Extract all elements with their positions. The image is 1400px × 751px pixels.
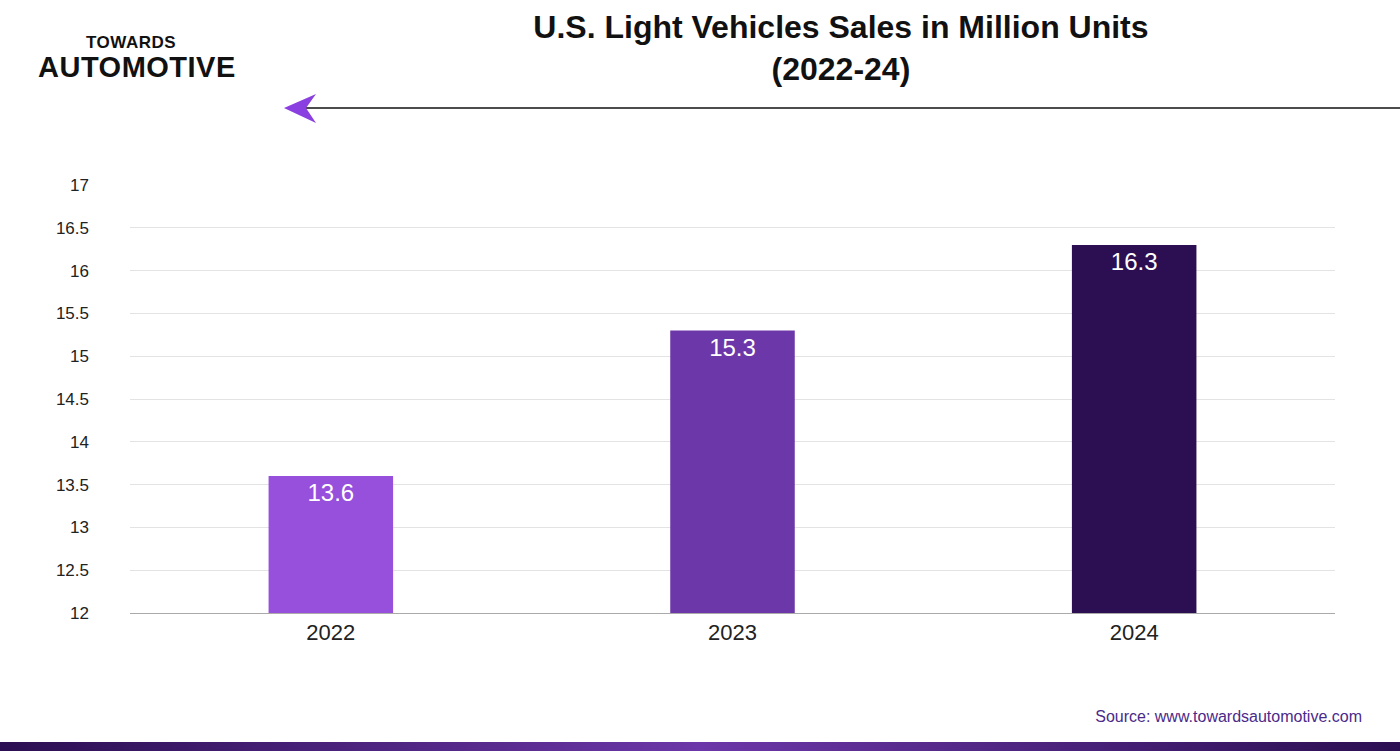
svg-text:14.5: 14.5	[56, 390, 89, 409]
svg-text:13: 13	[70, 518, 89, 537]
svg-text:17: 17	[70, 176, 89, 195]
svg-text:13.6: 13.6	[307, 479, 354, 506]
svg-text:16.3: 16.3	[1111, 248, 1158, 275]
svg-text:16: 16	[70, 262, 89, 281]
svg-text:15.5: 15.5	[56, 304, 89, 323]
html-text:TOWARDS: TOWARDS	[86, 33, 177, 52]
svg-text:15: 15	[70, 347, 89, 366]
svg-text:U.S. Light Vehicles Sales in M: U.S. Light Vehicles Sales in Million Uni…	[533, 9, 1148, 87]
svg-text:13.5: 13.5	[56, 476, 89, 495]
svg-text:2024: 2024	[1110, 620, 1159, 645]
html-text:Source: www.towardsautomotive.: Source: www.towardsautomotive.com	[1095, 708, 1362, 725]
svg-text:2023: 2023	[708, 620, 757, 645]
svg-text:14: 14	[70, 433, 89, 452]
svg-text:12: 12	[70, 604, 89, 623]
svg-text:15.3: 15.3	[709, 334, 756, 361]
svg-text:16.5: 16.5	[56, 219, 89, 238]
html-text:AUTOMOTIVE: AUTOMOTIVE	[38, 51, 236, 83]
svg-text:12.5: 12.5	[56, 561, 89, 580]
svg-text:2022: 2022	[306, 620, 355, 645]
